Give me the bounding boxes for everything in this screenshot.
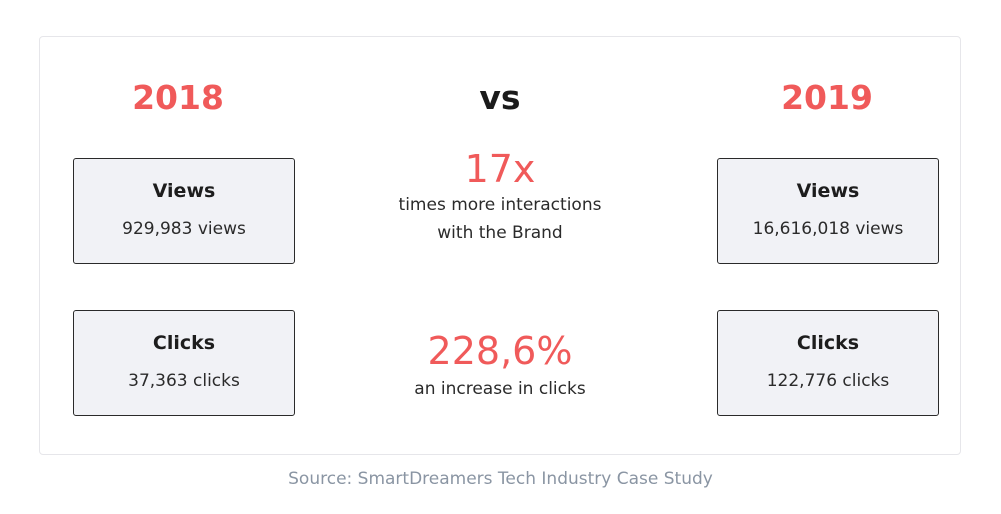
clicks-box-title: Clicks [796, 332, 860, 354]
interactions-caption-line2: with the Brand [437, 223, 563, 243]
views-box-value: 929,983 views [122, 219, 246, 239]
clicks-increase-caption: an increase in clicks [414, 379, 586, 399]
clicks-box-value: 37,363 clicks [128, 371, 240, 391]
clicks-box-2019: Clicks 122,776 clicks [717, 310, 939, 416]
year-2019-heading: 2019 [781, 78, 873, 117]
views-box-title: Views [796, 180, 860, 202]
interactions-caption-line1: times more interactions [398, 195, 602, 215]
views-box-2019: Views 16,616,018 views [717, 158, 939, 264]
views-box-title: Views [152, 180, 216, 202]
interactions-stat: 17x times more interactions with the Bra… [360, 147, 640, 247]
clicks-box-2018: Clicks 37,363 clicks [73, 310, 295, 416]
clicks-box-value: 122,776 clicks [766, 371, 890, 391]
clicks-box-title: Clicks [152, 332, 216, 354]
interactions-multiplier: 17x [464, 147, 536, 191]
year-2018-heading: 2018 [132, 78, 224, 117]
views-box-2018: Views 929,983 views [73, 158, 295, 264]
clicks-increase-stat: 228,6% an increase in clicks [360, 329, 640, 403]
clicks-increase-percent: 228,6% [427, 329, 573, 373]
views-box-value: 16,616,018 views [752, 219, 904, 239]
vs-label: vs [479, 78, 521, 117]
source-caption: Source: SmartDreamers Tech Industry Case… [288, 469, 713, 489]
